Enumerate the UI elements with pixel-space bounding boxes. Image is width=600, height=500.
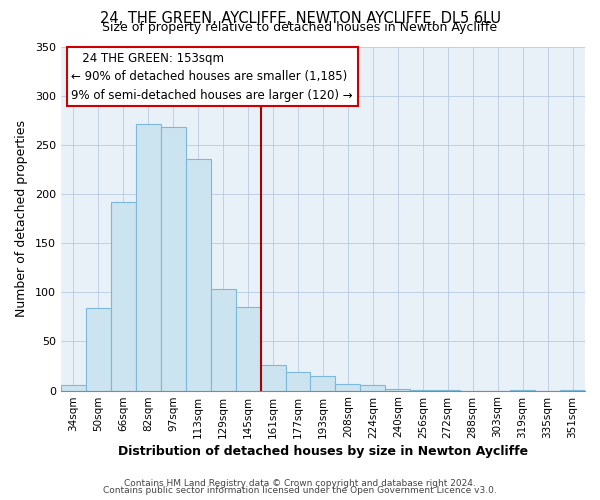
X-axis label: Distribution of detached houses by size in Newton Aycliffe: Distribution of detached houses by size … — [118, 444, 528, 458]
Bar — [136, 124, 161, 390]
Bar — [61, 384, 86, 390]
Bar — [361, 384, 385, 390]
Bar — [186, 158, 211, 390]
Text: Contains public sector information licensed under the Open Government Licence v3: Contains public sector information licen… — [103, 486, 497, 495]
Bar — [260, 365, 286, 390]
Y-axis label: Number of detached properties: Number of detached properties — [15, 120, 28, 317]
Bar — [310, 376, 335, 390]
Bar — [86, 308, 111, 390]
Bar — [111, 202, 136, 390]
Bar — [236, 307, 260, 390]
Bar — [211, 290, 236, 390]
Bar — [286, 372, 310, 390]
Bar — [335, 384, 361, 390]
Bar — [161, 127, 186, 390]
Text: 24 THE GREEN: 153sqm
← 90% of detached houses are smaller (1,185)
9% of semi-det: 24 THE GREEN: 153sqm ← 90% of detached h… — [71, 52, 353, 102]
Bar — [385, 388, 410, 390]
Text: 24, THE GREEN, AYCLIFFE, NEWTON AYCLIFFE, DL5 6LU: 24, THE GREEN, AYCLIFFE, NEWTON AYCLIFFE… — [100, 11, 500, 26]
Text: Size of property relative to detached houses in Newton Aycliffe: Size of property relative to detached ho… — [103, 21, 497, 34]
Text: Contains HM Land Registry data © Crown copyright and database right 2024.: Contains HM Land Registry data © Crown c… — [124, 478, 476, 488]
